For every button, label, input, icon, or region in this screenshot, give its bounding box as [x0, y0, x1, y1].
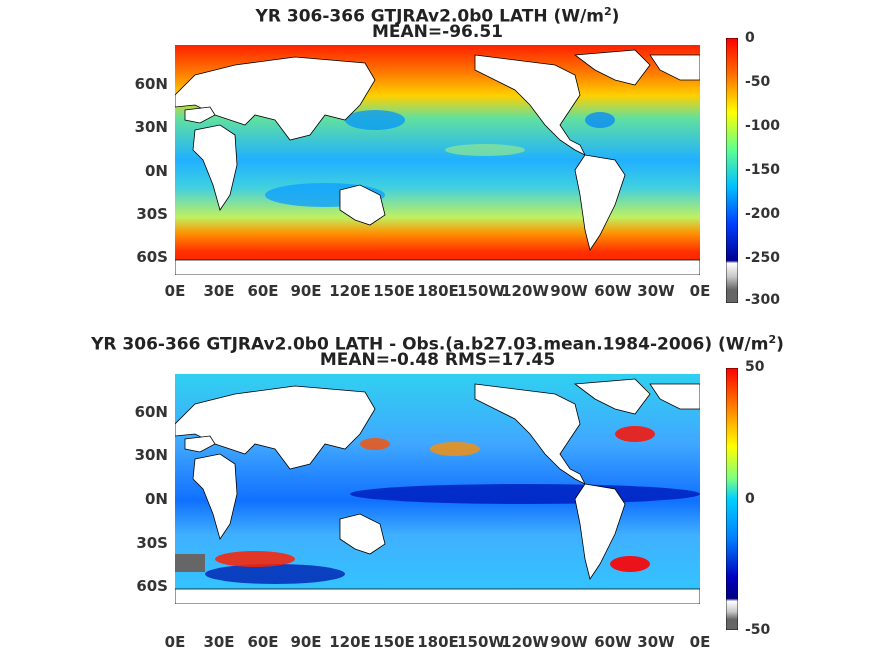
panel2-lon-label: 180E [417, 633, 459, 651]
panel2-lon-label: 90E [290, 633, 322, 651]
panel2-land [175, 378, 700, 604]
panel2-title-sup: 2 [768, 333, 777, 346]
panel1-lon-label: 150E [373, 282, 415, 300]
panel1-land [175, 49, 700, 275]
panel1-title-sup: 2 [604, 5, 612, 18]
panel2-lon-label: 150E [373, 633, 415, 651]
panel2-lon-label: 30E [203, 633, 235, 651]
panel2-field-blob [615, 426, 655, 442]
panel1-lon-axis: 0E 30E 60E 90E 120E 150E 180E 150W 120W … [0, 282, 875, 300]
panel1-lat-60n: 60N [134, 75, 168, 93]
panel1-cb-tick: -150 [745, 162, 781, 178]
panel2-lat-30n: 30N [134, 446, 168, 464]
panel1-lon-label: 60W [594, 282, 632, 300]
panel2-lon-label: 120E [329, 633, 371, 651]
panel1-lon-label: 30W [637, 282, 675, 300]
panel2-lon-label: 60E [247, 633, 279, 651]
panel1-title-text: YR 306-366 GTJRAv2.0b0 LATH (W/m [255, 6, 604, 27]
panel2-lon-label: 30W [637, 633, 675, 651]
panel1-cb-tick: -100 [745, 118, 781, 134]
panel2-cb-tick: -50 [745, 622, 771, 638]
panel2-field-blob [215, 551, 295, 567]
panel1-lon-label: 90E [290, 282, 322, 300]
panel2-field-blob [360, 438, 390, 450]
panel1-title-close: ) [611, 6, 620, 27]
panel2-title-text: YR 306-366 GTJRAv2.0b0 LATH - Obs.(a.b27… [91, 334, 769, 355]
panel2-map [175, 374, 700, 604]
panel2-colorbar-fill [726, 368, 738, 630]
panel1-cb-tick: -50 [745, 74, 771, 90]
panel1-map [175, 45, 700, 275]
panel2-lat-30s: 30S [136, 534, 168, 552]
panel1-lon-label: 120E [329, 282, 371, 300]
panel2-lon-axis: 0E 30E 60E 90E 120E 150E 180E 150W 120W … [0, 633, 875, 651]
panel1-field-blob [345, 110, 405, 130]
panel1-title: YR 306-366 GTJRAv2.0b0 LATH (W/m2) [0, 2, 875, 27]
panel2-lon-label: 150W [457, 633, 505, 651]
panel1-lon-label: 120W [501, 282, 549, 300]
panel2-lat-0n: 0N [145, 490, 168, 508]
panel1-lon-label: 90W [550, 282, 588, 300]
panel1-lat-0n: 0N [145, 162, 168, 180]
panel2-lon-label: 0E [164, 633, 186, 651]
panel1-subtitle: MEAN=-96.51 [372, 22, 503, 42]
panel2-lon-label: 0E [689, 633, 711, 651]
panel2-field-blob [205, 564, 345, 584]
panel1-lat-30n: 30N [134, 118, 168, 136]
panel2-lon-label: 90W [550, 633, 588, 651]
panel1-lat-60s: 60S [136, 248, 168, 266]
panel2-cb-tick: 0 [745, 491, 755, 507]
panel1-lon-label: 180E [417, 282, 459, 300]
panel1-field-blob [445, 144, 525, 156]
panel1-lon-label: 30E [203, 282, 235, 300]
panel1-cb-tick: 0 [745, 30, 755, 46]
panel1-cb-tick: -250 [745, 250, 781, 266]
panel2-cb-tick: 50 [745, 359, 765, 375]
panel1-lon-label: 0E [164, 282, 186, 300]
panel2-subtitle: MEAN=-0.48 RMS=17.45 [319, 350, 556, 370]
panel2-title-close: ) [776, 334, 784, 355]
panel2-field-blob [430, 442, 480, 456]
panel2-lat-60s: 60S [136, 577, 168, 595]
panel2-missing-patch [175, 554, 205, 572]
panel2-lat-60n: 60N [134, 403, 168, 421]
panel1-colorbar-fill [726, 38, 738, 303]
panel2-lon-label: 60W [594, 633, 632, 651]
panel1-field-blob [585, 112, 615, 128]
panel1-cb-tick: -300 [745, 292, 781, 308]
panel1-colorbar [726, 38, 738, 303]
panel2-colorbar [726, 368, 738, 630]
panel1-lon-label: 60E [247, 282, 279, 300]
panel1-lon-label: 0E [689, 282, 711, 300]
panel2-title: YR 306-366 GTJRAv2.0b0 LATH - Obs.(a.b27… [0, 330, 875, 355]
panel1-cb-tick: -200 [745, 206, 781, 222]
panel2-field-blob [350, 484, 700, 504]
panel2-field-blob [610, 556, 650, 572]
panel1-lon-label: 150W [457, 282, 505, 300]
panel1-lat-30s: 30S [136, 205, 168, 223]
panel2-lon-label: 120W [501, 633, 549, 651]
